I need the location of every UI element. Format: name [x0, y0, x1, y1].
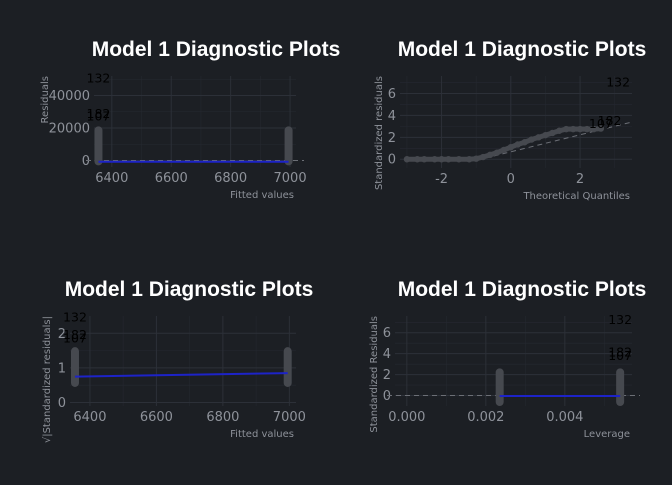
gridlines	[400, 76, 632, 168]
panel-resid_leverage: Model 1 Diagnostic Plots 0.000 0.002 0.004 0…	[369, 278, 646, 440]
outlier-label: 132	[87, 70, 111, 85]
y-tick-label: 1	[58, 361, 66, 376]
y-tick-label: 0	[82, 154, 90, 169]
y-axis-label: Standardized residuals	[374, 76, 385, 190]
point-group	[616, 368, 625, 406]
point-group	[495, 368, 504, 406]
outlier-label: 107	[63, 331, 87, 346]
chart-title: Model 1 Diagnostic Plots	[92, 38, 341, 61]
x-tick-label: 6400	[73, 410, 106, 425]
y-tick-label: 0	[58, 396, 66, 411]
outlier-label: 182	[608, 345, 632, 360]
x-tick-label: 7000	[273, 410, 306, 425]
x-tick-label: 2	[576, 172, 584, 187]
x-tick-label: 0.004	[546, 410, 583, 425]
y-tick-label: 4	[383, 347, 391, 362]
x-tick-label: 6400	[95, 171, 128, 186]
x-axis-label: Fitted values	[230, 190, 294, 201]
y-tick-label: 0	[388, 153, 396, 168]
y-axis-label: √|Standardized residuals|	[42, 316, 53, 443]
point-group	[70, 347, 79, 387]
chart-title: Model 1 Diagnostic Plots	[398, 278, 647, 301]
x-tick-label: 7000	[274, 171, 307, 186]
outlier-label: 107	[87, 109, 111, 124]
point-group	[284, 126, 293, 166]
y-tick-label: 4	[388, 109, 396, 124]
outlier-label: 132	[608, 312, 632, 327]
y-tick-label: 0	[383, 389, 391, 404]
x-axis-label: Theoretical Quantiles	[522, 191, 630, 202]
x-axis-label: Fitted values	[230, 429, 294, 440]
chart-title: Model 1 Diagnostic Plots	[398, 38, 647, 61]
x-tick-label: 6800	[214, 171, 247, 186]
y-tick-label: 20000	[49, 122, 90, 137]
x-tick-label: 0.002	[467, 410, 504, 425]
y-tick-label: 40000	[49, 89, 90, 104]
gridlines	[395, 316, 632, 406]
y-tick-label: 2	[383, 368, 391, 383]
point-group	[283, 347, 292, 387]
y-tick-label: 6	[388, 87, 396, 102]
panel-resid_fitted: Model 1 Diagnostic Plots 6400 6600 6800 7000…	[40, 38, 340, 201]
x-tick-label: 6800	[206, 410, 239, 425]
outlier-label: 182	[63, 327, 87, 342]
y-axis-label: Residuals	[40, 76, 51, 123]
x-tick-label: 0.000	[388, 410, 425, 425]
panel-scale_location: Model 1 Diagnostic Plots 6400 6600 6800 7000…	[42, 278, 313, 443]
outlier-label: 107	[589, 116, 613, 131]
x-tick-label: 6600	[140, 410, 173, 425]
x-tick-label: 0	[507, 172, 515, 187]
outlier-label: 107	[608, 348, 632, 363]
fit-line	[74, 372, 288, 378]
outlier-label: 132	[63, 310, 87, 325]
panel-qq: Model 1 Diagnostic Plots -2 0 2 0 2 4 6 Theoreti…	[374, 38, 646, 202]
y-axis-label: Standardized Residuals	[369, 316, 380, 433]
gridlines	[70, 316, 296, 406]
outlier-label: 182	[87, 106, 111, 121]
gridlines	[94, 76, 296, 167]
point-band	[591, 126, 604, 132]
y-tick-label: 6	[383, 326, 391, 341]
point-group	[94, 126, 103, 166]
y-tick-label: 2	[58, 327, 66, 342]
x-axis-label: Leverage	[584, 429, 630, 440]
y-tick-label: 2	[388, 131, 396, 146]
outlier-label: 182	[598, 113, 622, 128]
chart-title: Model 1 Diagnostic Plots	[65, 278, 314, 301]
outlier-label: 132	[606, 75, 630, 90]
x-tick-label: -2	[435, 172, 448, 187]
x-tick-label: 6600	[155, 171, 188, 186]
